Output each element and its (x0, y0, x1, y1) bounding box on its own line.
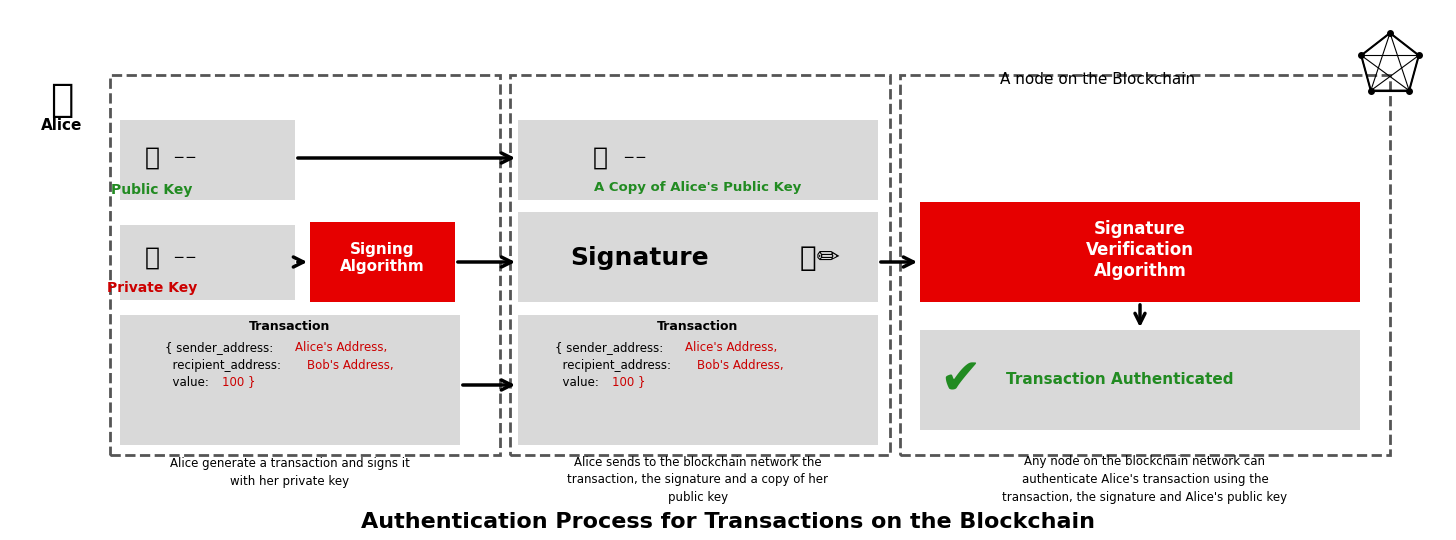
Text: Any node on the blockchain network can
authenticate Alice's transaction using th: Any node on the blockchain network can a… (1002, 456, 1287, 504)
Text: recipient_address:: recipient_address: (165, 359, 285, 372)
Text: Private Key: Private Key (106, 281, 197, 295)
Text: Signature
Verification
Algorithm: Signature Verification Algorithm (1086, 220, 1194, 280)
Text: A node on the Blockchain: A node on the Blockchain (1000, 72, 1195, 87)
Bar (900, 75, 1390, 455)
Text: Alice sends to the blockchain network the
transaction, the signature and a copy : Alice sends to the blockchain network th… (568, 456, 828, 504)
Text: Transaction Authenticated: Transaction Authenticated (1006, 373, 1233, 388)
Text: Authentication Process for Transactions on the Blockchain: Authentication Process for Transactions … (361, 512, 1095, 532)
Text: 🔑: 🔑 (144, 146, 160, 170)
Text: Alice's Address,: Alice's Address, (296, 341, 387, 354)
Text: Bob's Address,: Bob's Address, (307, 359, 393, 372)
Text: ✔: ✔ (939, 356, 981, 404)
FancyBboxPatch shape (920, 202, 1360, 302)
FancyBboxPatch shape (119, 315, 460, 445)
Text: 🔑: 🔑 (593, 146, 607, 170)
Bar (510, 75, 890, 455)
FancyBboxPatch shape (518, 120, 878, 200)
Text: 🧑: 🧑 (51, 81, 74, 119)
Text: ─ ─: ─ ─ (175, 151, 195, 165)
Text: Public Key: Public Key (111, 183, 192, 197)
Text: Alice generate a transaction and signs it
with her private key: Alice generate a transaction and signs i… (170, 456, 411, 488)
Text: Signature: Signature (571, 246, 709, 270)
Bar (111, 75, 499, 455)
Text: Signing
Algorithm: Signing Algorithm (339, 242, 424, 274)
FancyBboxPatch shape (518, 212, 878, 302)
FancyBboxPatch shape (310, 222, 454, 302)
Text: ─ ─: ─ ─ (625, 151, 645, 165)
Text: A Copy of Alice's Public Key: A Copy of Alice's Public Key (594, 181, 802, 194)
Text: { sender_address:: { sender_address: (165, 341, 277, 354)
FancyBboxPatch shape (920, 330, 1360, 430)
Text: value:: value: (165, 375, 213, 388)
Text: Alice: Alice (41, 118, 83, 132)
FancyBboxPatch shape (119, 120, 296, 200)
Text: Transaction: Transaction (249, 321, 331, 334)
Text: value:: value: (555, 375, 603, 388)
Text: 🔑: 🔑 (144, 246, 160, 270)
Text: 100 }: 100 } (221, 375, 255, 388)
Text: { sender_address:: { sender_address: (555, 341, 667, 354)
Text: recipient_address:: recipient_address: (555, 359, 674, 372)
Text: 100 }: 100 } (612, 375, 645, 388)
FancyBboxPatch shape (518, 315, 878, 445)
Text: Transaction: Transaction (657, 321, 738, 334)
Text: Bob's Address,: Bob's Address, (697, 359, 783, 372)
Text: Alice's Address,: Alice's Address, (684, 341, 778, 354)
Text: ─ ─: ─ ─ (175, 251, 195, 265)
FancyBboxPatch shape (119, 225, 296, 300)
Text: 📄✏️: 📄✏️ (799, 244, 840, 272)
